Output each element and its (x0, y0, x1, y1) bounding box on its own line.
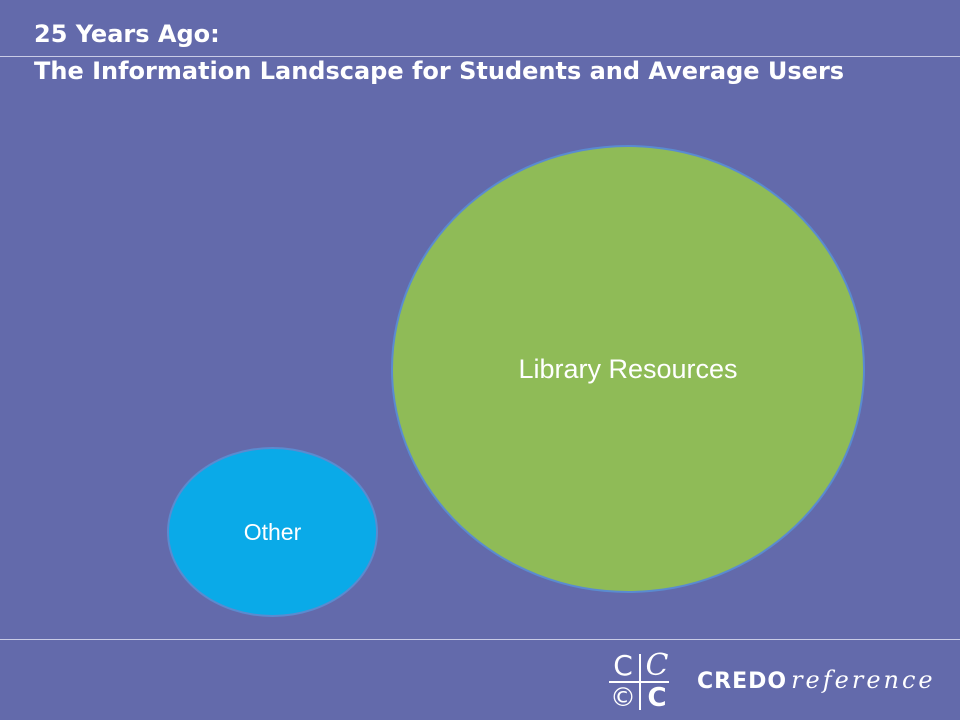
other-bubble: Other (167, 447, 378, 617)
logo-mark-glyph-2: C (645, 648, 669, 683)
logo-mark-glyph-4: C (647, 683, 667, 713)
slide-title: 25 Years Ago: The Information Landscape … (34, 16, 844, 90)
slide-title-line-1: 25 Years Ago: (34, 20, 220, 48)
logo-mark-glyph-3: © (610, 683, 636, 713)
credo-logo-mark-icon: C C © C (605, 650, 673, 714)
library-resources-label: Library Resources (518, 353, 738, 384)
wordmark-credo: CREDO (697, 669, 788, 694)
logo-mark-horizontal-line (609, 681, 669, 683)
other-label: Other (243, 518, 302, 545)
credo-wordmark: CREDO reference (697, 666, 936, 694)
library-resources-bubble: Library Resources (391, 145, 865, 593)
footer-divider (0, 639, 960, 640)
logo-mark-glyph-1: C (613, 649, 633, 682)
wordmark-reference: reference (791, 666, 936, 694)
slide-title-line-2: The Information Landscape for Students a… (34, 57, 845, 85)
title-divider (0, 56, 960, 57)
credo-reference-logo: C C © C CREDO reference (605, 650, 933, 714)
